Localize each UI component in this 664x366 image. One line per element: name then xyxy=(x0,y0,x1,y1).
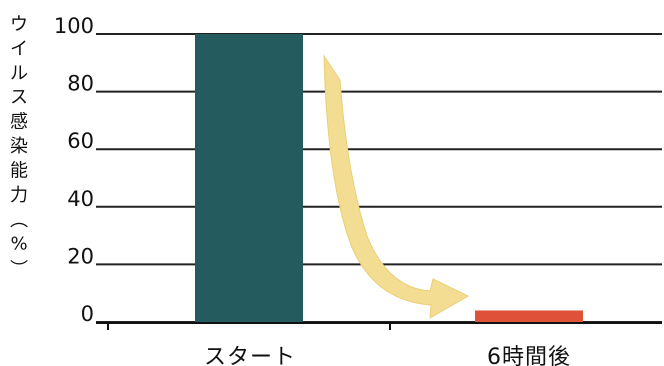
start-bar xyxy=(195,34,303,322)
y-tick-label: 40 xyxy=(67,187,94,211)
y-axis-label-char: 力 xyxy=(10,185,28,206)
y-tick-label: 0 xyxy=(81,302,94,326)
y-axis-label-char: （ xyxy=(7,210,28,228)
y-axis-label-char: ウ xyxy=(10,14,28,35)
y-axis-label-char: % xyxy=(10,234,27,255)
bars-layer xyxy=(195,34,583,322)
decrease-arrow xyxy=(323,54,470,319)
y-tick-label: 60 xyxy=(67,129,94,153)
y-axis-label-char: ） xyxy=(7,259,28,277)
category-label-start: スタート xyxy=(204,345,296,366)
y-axis-label-char: 能 xyxy=(10,160,28,181)
y-tick-label: 80 xyxy=(67,72,94,96)
after-6-hours-bar xyxy=(475,310,583,322)
arrow-layer xyxy=(323,54,470,319)
y-axis-label-char: ル xyxy=(10,63,28,84)
y-axis-label-char: ス xyxy=(10,87,28,108)
category-label-after-6-hours: 6時間後 xyxy=(487,345,571,366)
axis-layer xyxy=(96,322,662,330)
y-axis-label-char: 感 xyxy=(10,112,28,133)
y-tick-label: 100 xyxy=(54,14,94,38)
y-axis-label-char: 染 xyxy=(10,136,28,157)
y-axis-label-char: イ xyxy=(10,38,28,59)
y-tick-label: 20 xyxy=(67,244,94,268)
